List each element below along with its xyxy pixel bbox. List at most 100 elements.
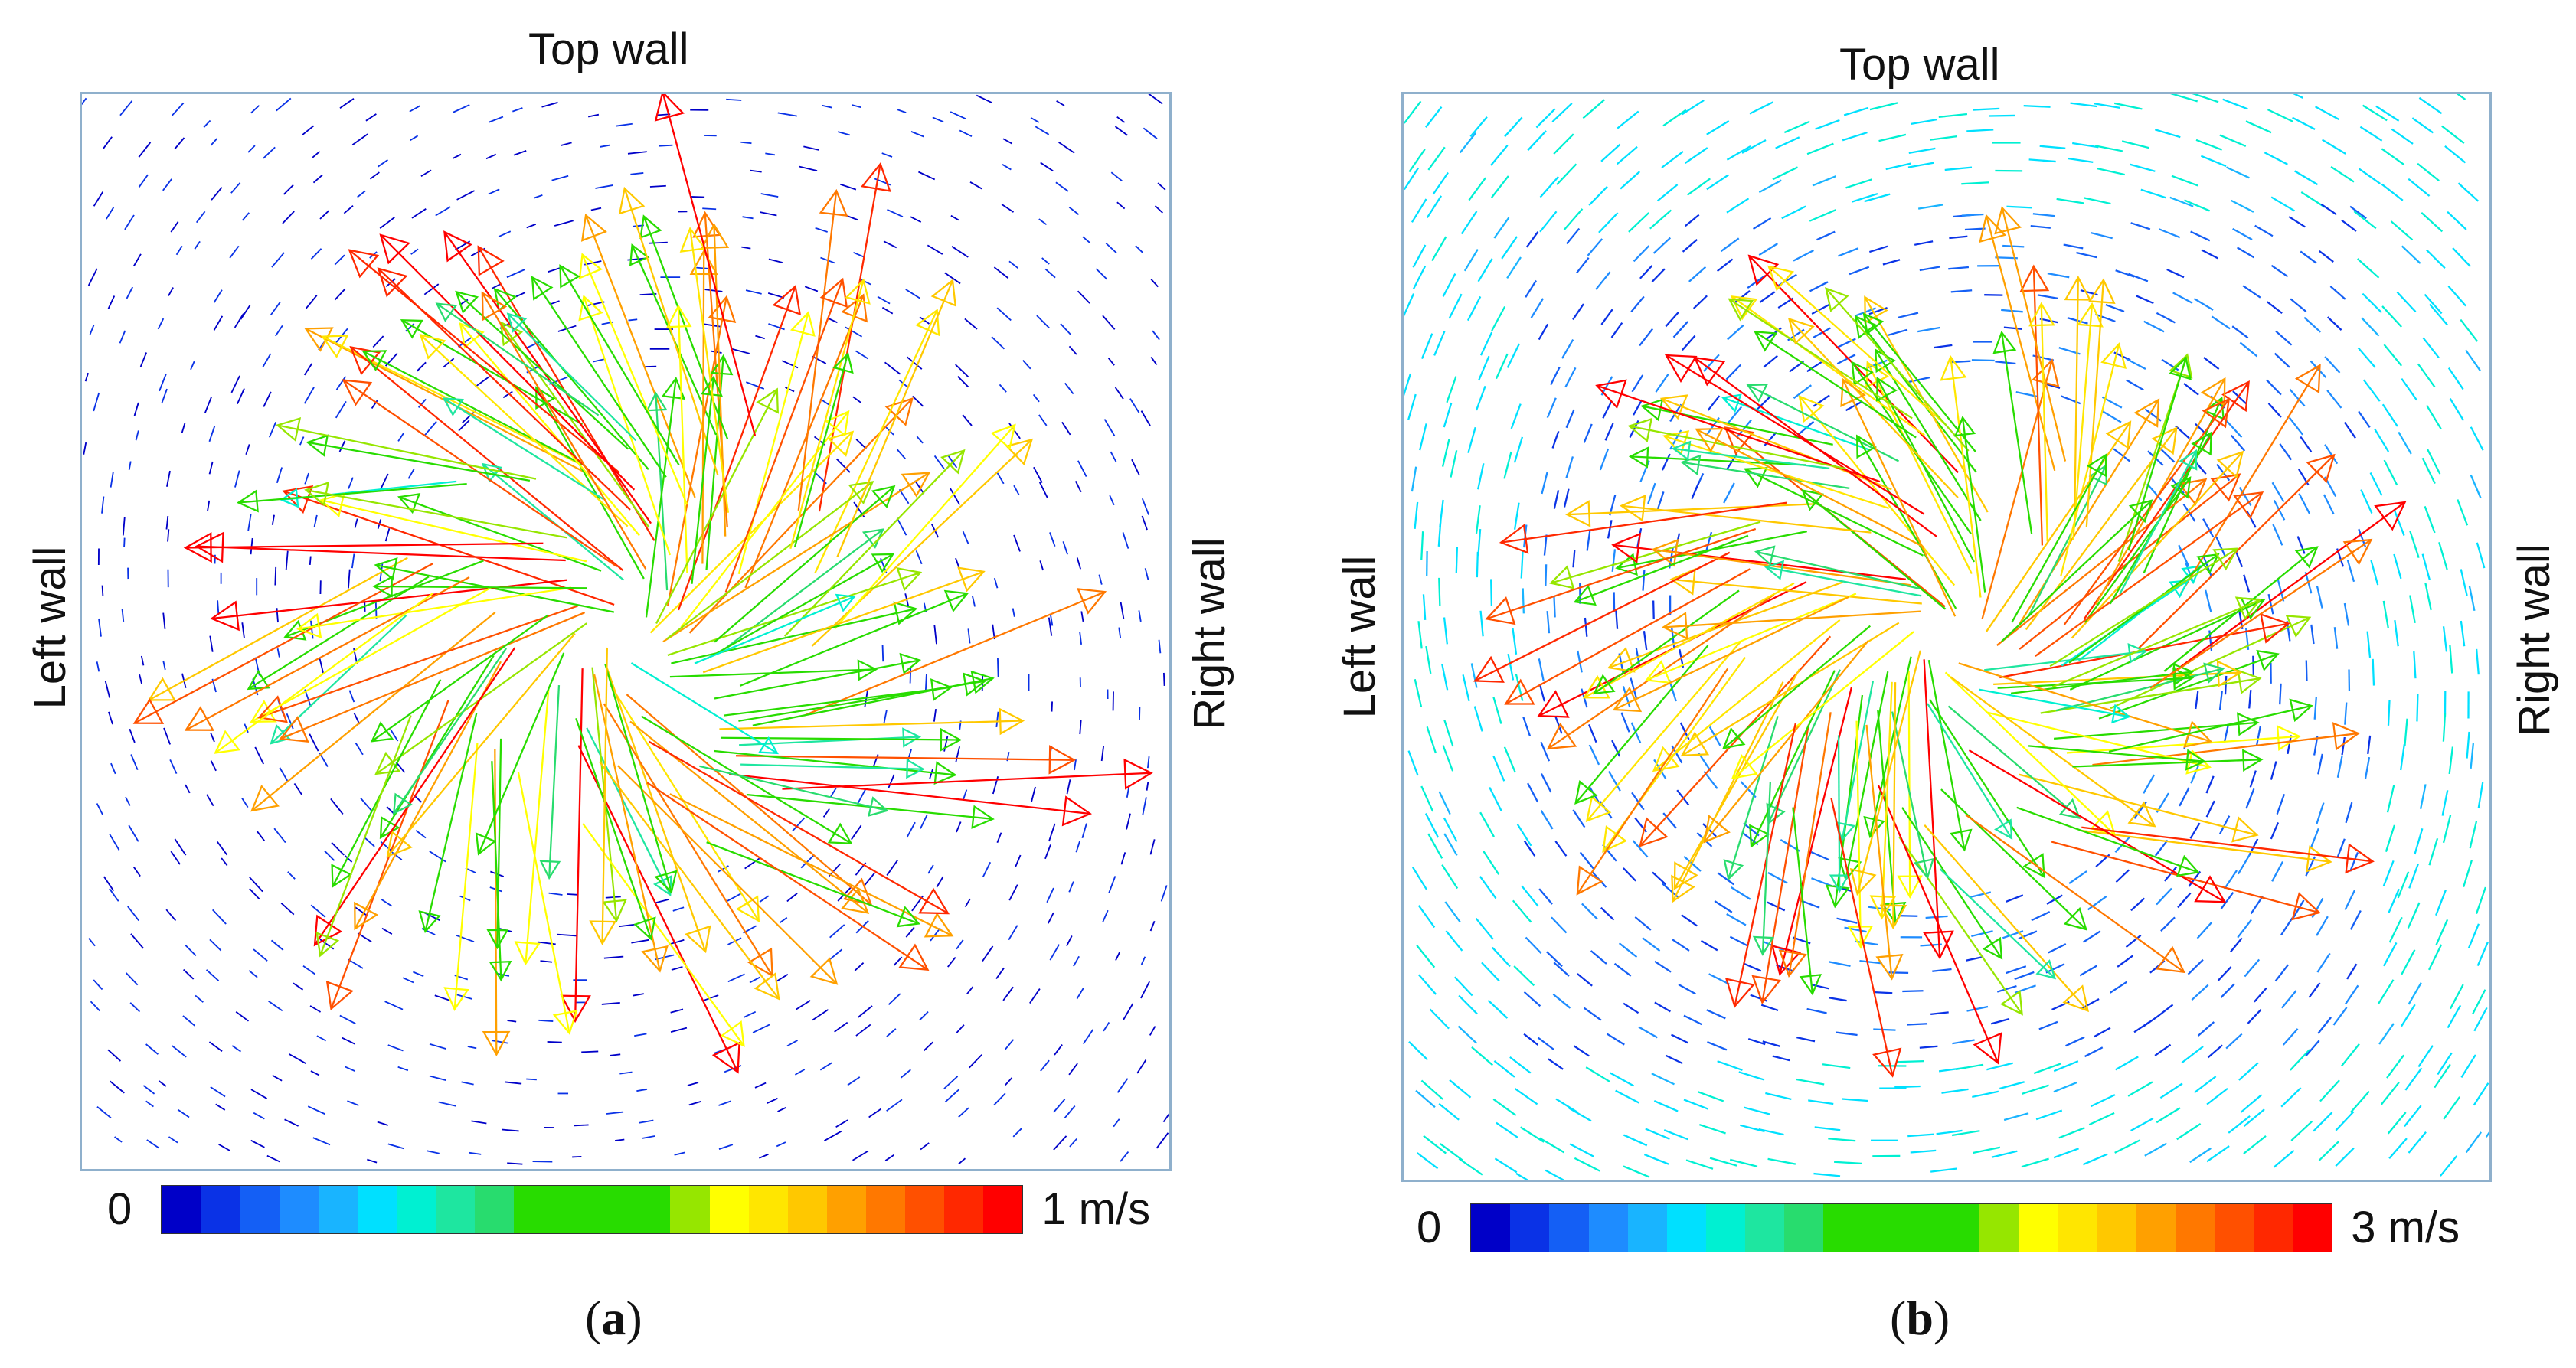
velocity-vector (1617, 145, 1638, 165)
velocity-vector (532, 1161, 553, 1163)
velocity-vector (2326, 316, 2342, 331)
velocity-vector (410, 248, 419, 255)
vector-arrowhead (1639, 817, 1669, 847)
velocity-vector (822, 104, 832, 109)
velocity-vector (1550, 366, 1561, 386)
velocity-vector (2383, 344, 2403, 367)
velocity-vector (2345, 802, 2353, 824)
vector-arrowhead (701, 223, 730, 250)
vector-arrowhead (641, 945, 669, 973)
velocity-vector (140, 655, 145, 666)
velocity-vector (1493, 217, 1510, 239)
velocity-vector (2443, 1096, 2461, 1120)
velocity-vector (1698, 752, 1712, 772)
vector-arrowhead (1746, 384, 1769, 403)
velocity-vector (1105, 243, 1117, 254)
colorbar-min-label: 0 (107, 1184, 132, 1234)
velocity-vector (800, 855, 814, 869)
velocity-vector (2388, 888, 2400, 913)
velocity-vector (241, 798, 249, 808)
velocity-vector (1553, 490, 1560, 509)
velocity-vector (276, 97, 292, 112)
vector-arrowhead (2212, 547, 2239, 571)
velocity-vector (2205, 589, 2212, 612)
velocity-vector (1744, 962, 1762, 972)
velocity-vector (276, 648, 280, 658)
velocity-vector (208, 425, 216, 442)
velocity-vector (2292, 116, 2316, 130)
velocity-vector (1149, 839, 1156, 855)
vector-arrowhead (539, 860, 561, 880)
velocity-vector (2157, 1004, 2174, 1017)
velocity-vector (1120, 852, 1126, 865)
velocity-vector (1767, 1157, 1796, 1165)
velocity-vector (1919, 1045, 1938, 1049)
velocity-vector (1928, 699, 2045, 877)
velocity-vector (135, 430, 139, 441)
velocity-vector (1802, 489, 1947, 610)
velocity-vector (2117, 955, 2133, 968)
velocity-vector (950, 111, 966, 119)
velocity-vector (1986, 1062, 2013, 1071)
velocity-vector (1475, 385, 1486, 411)
velocity-vector (1814, 1126, 1841, 1131)
velocity-vector (2110, 981, 2127, 994)
velocity-vector (601, 1002, 620, 1005)
velocity-vector (659, 144, 673, 147)
velocity-vector (1479, 331, 1493, 356)
velocity-vector (2159, 228, 2181, 239)
vector-arrowhead (1628, 446, 1649, 469)
velocity-vector (1479, 610, 1484, 637)
velocity-vector (1523, 840, 1536, 857)
velocity-vector (1538, 323, 1549, 341)
colorbar-swatch (1744, 1204, 1785, 1252)
velocity-vector (1634, 916, 1652, 931)
velocity-vector (459, 323, 640, 537)
velocity-vector (786, 893, 798, 903)
colorbar-swatch (553, 1186, 593, 1233)
velocity-vector (165, 515, 169, 530)
velocity-vector (2442, 713, 2447, 742)
velocity-vector (133, 402, 139, 416)
velocity-vector (1098, 574, 1103, 585)
velocity-vector (250, 105, 260, 114)
velocity-vector (238, 482, 467, 504)
velocity-vector (2300, 250, 2317, 264)
velocity-vector (1836, 917, 1858, 924)
velocity-vector (1573, 1045, 1590, 1057)
velocity-vector (1881, 681, 1893, 919)
velocity-vector (335, 376, 347, 390)
velocity-vector (357, 190, 366, 198)
velocity-vector (1501, 236, 1518, 260)
velocity-vector (1726, 913, 1747, 926)
velocity-vector (2159, 501, 2406, 683)
velocity-vector (1076, 988, 1084, 1000)
velocity-vector (381, 927, 393, 935)
velocity-vector (2128, 273, 2149, 282)
velocity-vector (124, 214, 135, 230)
velocity-vector (1431, 236, 1447, 262)
velocity-vector (491, 1040, 508, 1044)
velocity-vector (962, 414, 973, 426)
velocity-vector (1630, 295, 1645, 313)
vector-arrowhead (589, 920, 617, 945)
velocity-vector (718, 1144, 734, 1151)
vector-arrowhead (841, 887, 870, 914)
velocity-vector (907, 749, 912, 762)
velocity-vector (185, 784, 191, 794)
colorbar-swatch (2254, 1204, 2293, 1252)
vector-arrowhead (2203, 662, 2225, 684)
vector-arrowhead (1953, 416, 1976, 437)
velocity-vector (443, 358, 455, 368)
velocity-vector (2400, 744, 2405, 771)
velocity-vector (2476, 941, 2489, 966)
velocity-vector (84, 372, 89, 382)
velocity-vector (411, 208, 427, 219)
velocity-vector (1869, 102, 1898, 111)
velocity-vector (2179, 787, 2190, 807)
velocity-vector (1455, 547, 1459, 573)
vector-arrowhead (1973, 1032, 2002, 1065)
velocity-vector (2377, 979, 2395, 1005)
velocity-vector (1829, 997, 1847, 1002)
velocity-vector (595, 184, 613, 189)
